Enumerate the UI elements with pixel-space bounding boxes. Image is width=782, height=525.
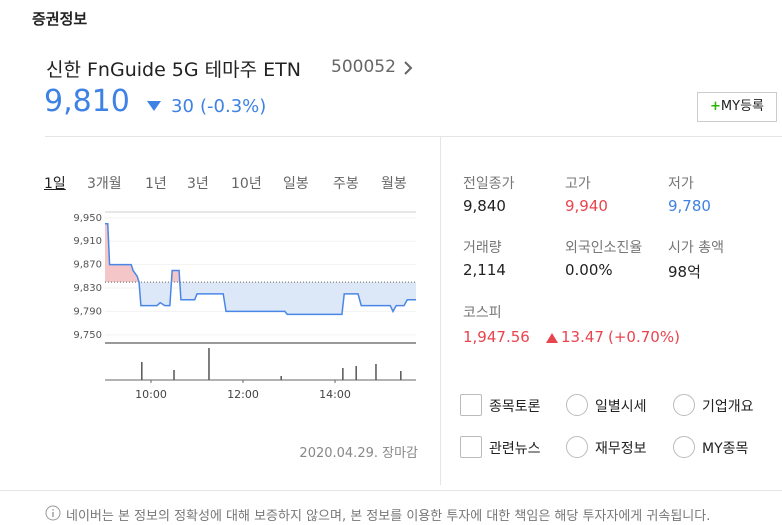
stat-label: 시가 총액	[668, 240, 724, 256]
area-up	[105, 223, 416, 283]
price: 9,810	[44, 84, 130, 119]
info-icon	[45, 505, 61, 521]
stock-code: 500052	[331, 57, 396, 77]
y-tick-label: 9,910	[73, 236, 102, 247]
stat-label: 외국인소진율	[565, 240, 643, 256]
widget-title: 증권정보	[32, 10, 88, 28]
down-arrow	[147, 101, 161, 111]
chevron	[404, 61, 413, 75]
link-label[interactable]: MY종목	[702, 441, 749, 457]
link-icon[interactable]	[673, 436, 695, 458]
price-change-pct: (-0.3%)	[200, 96, 267, 117]
stat-label: 고가	[565, 176, 591, 192]
period-tab[interactable]: 10년	[231, 176, 262, 192]
period-tab[interactable]: 3년	[187, 176, 209, 192]
index-change-pct: (+0.70%)	[608, 328, 680, 346]
period-tab[interactable]: 1년	[145, 176, 167, 192]
stat-value: 9,940	[565, 197, 608, 215]
my-register-button[interactable]: +MY등록	[697, 92, 777, 122]
index-label: 코스피	[463, 305, 502, 321]
stat-value: 98억	[668, 263, 701, 281]
link-label[interactable]: 관련뉴스	[489, 441, 541, 457]
button-label: MY등록	[720, 99, 764, 114]
y-tick-label: 9,750	[73, 330, 102, 341]
price-change: 30	[171, 96, 194, 117]
x-tick-label: 12:00	[227, 388, 259, 401]
link-label[interactable]: 재무정보	[595, 441, 647, 457]
period-tab[interactable]: 일봉	[283, 176, 309, 192]
disclaimer: 네이버는 본 정보의 정확성에 대해 보증하지 않으며, 본 정보를 이용한 투…	[66, 509, 711, 524]
link-icon[interactable]	[566, 436, 588, 458]
link-icon[interactable]	[460, 394, 482, 416]
stat-value: 9,780	[668, 197, 711, 215]
divider	[440, 137, 441, 485]
y-tick-label: 9,950	[73, 213, 102, 224]
stat-label: 거래량	[463, 240, 502, 256]
y-tick-label: 9,830	[73, 283, 102, 294]
x-tick-label: 14:00	[319, 388, 351, 401]
link-label[interactable]: 일별시세	[595, 399, 647, 415]
stock-name[interactable]: 신한 FnGuide 5G 테마주 ETN	[46, 59, 301, 81]
index-value: 1,947.56	[463, 328, 530, 346]
period-tab[interactable]: 월봉	[381, 176, 407, 192]
market-status: 2020.04.29. 장마감	[299, 446, 418, 461]
link-icon[interactable]	[673, 394, 695, 416]
link-icon[interactable]	[460, 436, 482, 458]
period-tab[interactable]: 3개월	[87, 176, 122, 192]
stat-label: 전일종가	[463, 176, 515, 192]
divider	[0, 490, 782, 491]
period-tab[interactable]: 1일	[44, 176, 66, 192]
stat-label: 저가	[668, 176, 694, 192]
area-down	[105, 282, 416, 315]
price-chart: 9,950 9,910 9,870 9,830 9,790 9,750 10:00 12:00…	[73, 211, 416, 401]
index-change: 13.47	[561, 328, 604, 346]
link-label[interactable]: 종목토론	[489, 399, 541, 415]
y-tick-label: 9,870	[73, 260, 102, 271]
up-arrow	[546, 333, 558, 343]
link-label[interactable]: 기업개요	[702, 399, 754, 415]
y-tick-label: 9,790	[73, 306, 102, 317]
divider	[45, 136, 782, 137]
stat-value: 0.00%	[565, 261, 613, 279]
stat-value: 2,114	[463, 261, 506, 279]
plus-icon: +	[710, 99, 721, 114]
period-tab[interactable]: 주봉	[333, 176, 359, 192]
stat-value: 9,840	[463, 197, 506, 215]
price-line	[105, 222, 416, 316]
x-tick-label: 10:00	[135, 388, 167, 401]
link-icon[interactable]	[566, 394, 588, 416]
